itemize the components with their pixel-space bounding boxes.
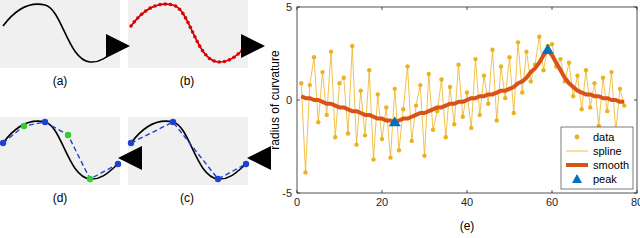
sample-point bbox=[228, 58, 232, 62]
vertex bbox=[42, 119, 48, 125]
sample-point bbox=[158, 3, 162, 7]
sample-point bbox=[186, 21, 190, 25]
sample-point bbox=[208, 57, 212, 61]
sample-point bbox=[217, 60, 221, 64]
legend-label: peak bbox=[593, 173, 617, 185]
series-line bbox=[301, 50, 624, 123]
y-tick-label: -5 bbox=[282, 187, 292, 199]
x-tick bbox=[637, 7, 638, 10]
x-tick-label: 80 bbox=[631, 196, 640, 208]
x-tick bbox=[552, 190, 553, 193]
y-axis-label: radius of curvature bbox=[268, 50, 282, 150]
x-tick-label: 0 bbox=[294, 196, 300, 208]
polyline bbox=[3, 122, 118, 179]
sample-point bbox=[244, 45, 248, 49]
y-tick bbox=[634, 7, 637, 8]
sample-point bbox=[223, 60, 227, 64]
sample-point bbox=[198, 44, 202, 48]
x-tick-label: 20 bbox=[376, 196, 388, 208]
legend-label: data bbox=[593, 131, 615, 143]
sample-point bbox=[201, 49, 205, 53]
sample-point bbox=[132, 20, 136, 24]
sample-point bbox=[140, 12, 144, 16]
panel-bg bbox=[128, 117, 248, 185]
sample-point bbox=[189, 25, 193, 29]
sample-point bbox=[148, 6, 152, 10]
legend-label: spline bbox=[593, 145, 622, 157]
legend-box bbox=[561, 127, 633, 189]
x-tick bbox=[382, 7, 383, 10]
x-tick-label: 60 bbox=[546, 196, 558, 208]
y-tick bbox=[297, 193, 300, 194]
vertex bbox=[243, 161, 249, 167]
panel-label: (c) bbox=[180, 191, 194, 205]
vertex bbox=[128, 140, 134, 146]
legend-label: smooth bbox=[593, 159, 629, 171]
sample-point bbox=[181, 12, 185, 16]
sample-point bbox=[240, 49, 244, 53]
vertex bbox=[0, 140, 6, 146]
legend-swatch bbox=[566, 151, 588, 152]
curve bbox=[3, 4, 118, 62]
y-tick bbox=[634, 100, 637, 101]
arrow bbox=[250, 157, 262, 160]
panel-bg bbox=[0, 0, 120, 68]
plot-frame bbox=[297, 7, 637, 193]
panel-label: (a) bbox=[53, 74, 68, 88]
legend-swatch bbox=[575, 135, 580, 140]
vertex bbox=[65, 132, 71, 138]
sample-point bbox=[236, 52, 240, 56]
x-tick bbox=[382, 190, 383, 193]
arrow bbox=[250, 45, 262, 48]
x-tick bbox=[467, 190, 468, 193]
y-tick-label: 0 bbox=[286, 94, 292, 106]
x-axis-label: (e) bbox=[460, 219, 475, 233]
x-tick bbox=[467, 7, 468, 10]
sample-point bbox=[153, 4, 157, 8]
sample-point bbox=[174, 4, 178, 8]
x-tick bbox=[552, 7, 553, 10]
y-tick bbox=[297, 7, 300, 8]
sample-point bbox=[144, 9, 148, 13]
arrow bbox=[121, 157, 127, 160]
polyline bbox=[131, 122, 246, 179]
vertex bbox=[87, 176, 93, 182]
vertex bbox=[215, 176, 221, 182]
sample-point bbox=[136, 16, 140, 20]
curve bbox=[3, 121, 118, 179]
panel-bg bbox=[128, 0, 248, 68]
curve bbox=[131, 4, 246, 62]
panel-label: (d) bbox=[53, 191, 68, 205]
sample-point bbox=[212, 59, 216, 63]
vertex bbox=[115, 161, 121, 167]
y-tick bbox=[297, 100, 300, 101]
x-tick bbox=[637, 190, 638, 193]
sample-point bbox=[184, 16, 188, 20]
legend-swatch bbox=[572, 174, 582, 183]
sample-point bbox=[129, 24, 133, 28]
curve bbox=[131, 121, 246, 179]
panel-label: (b) bbox=[180, 74, 195, 88]
sample-point bbox=[169, 3, 173, 7]
point bbox=[542, 44, 554, 54]
sample-point bbox=[204, 53, 208, 57]
panel-bg bbox=[0, 117, 120, 185]
figure: (a)(b)(c)(d)020406080-505(e)radius of cu… bbox=[0, 0, 640, 238]
point bbox=[389, 116, 401, 126]
sample-point bbox=[232, 55, 236, 59]
vertex bbox=[21, 123, 27, 129]
x-tick-label: 40 bbox=[461, 196, 473, 208]
x-tick bbox=[297, 7, 298, 10]
sample-point bbox=[178, 7, 182, 11]
sample-point bbox=[193, 35, 197, 39]
y-tick-label: 5 bbox=[286, 1, 292, 13]
legend-swatch bbox=[566, 163, 588, 167]
sample-point bbox=[191, 30, 195, 34]
sample-point bbox=[163, 2, 167, 6]
vertex bbox=[170, 119, 176, 125]
arrow bbox=[121, 45, 127, 48]
sample-point bbox=[195, 40, 199, 44]
x-tick bbox=[297, 190, 298, 193]
y-tick bbox=[634, 193, 637, 194]
